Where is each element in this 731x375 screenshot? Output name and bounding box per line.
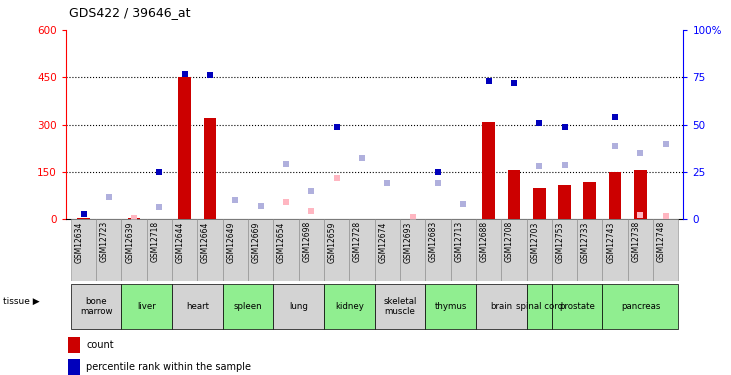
Bar bbox=[375, 284, 425, 329]
Bar bbox=[68, 359, 80, 375]
Text: GSM12654: GSM12654 bbox=[277, 221, 286, 262]
Bar bbox=[526, 219, 552, 281]
Bar bbox=[375, 219, 400, 281]
Bar bbox=[128, 218, 140, 219]
Text: bone
marrow: bone marrow bbox=[80, 297, 113, 316]
Text: GSM12693: GSM12693 bbox=[404, 221, 412, 262]
Text: GSM12688: GSM12688 bbox=[480, 221, 488, 262]
Bar bbox=[400, 219, 425, 281]
Bar bbox=[507, 171, 520, 219]
Bar bbox=[204, 118, 216, 219]
Text: skeletal
muscle: skeletal muscle bbox=[383, 297, 417, 316]
Bar bbox=[121, 284, 172, 329]
Text: GSM12634: GSM12634 bbox=[75, 221, 83, 262]
Bar bbox=[121, 219, 147, 281]
Bar bbox=[223, 219, 248, 281]
Bar bbox=[577, 219, 602, 281]
Text: brain: brain bbox=[491, 302, 512, 311]
Bar bbox=[248, 219, 273, 281]
Text: GSM12718: GSM12718 bbox=[151, 221, 159, 262]
Text: GSM12738: GSM12738 bbox=[632, 221, 640, 262]
Bar bbox=[147, 219, 172, 281]
Bar bbox=[425, 284, 476, 329]
Text: thymus: thymus bbox=[434, 302, 467, 311]
Text: GSM12664: GSM12664 bbox=[201, 221, 210, 262]
Bar bbox=[628, 219, 653, 281]
Bar bbox=[77, 218, 90, 219]
Text: GSM12728: GSM12728 bbox=[353, 221, 362, 262]
Bar bbox=[425, 219, 450, 281]
Text: GSM12708: GSM12708 bbox=[505, 221, 514, 262]
Text: GSM12733: GSM12733 bbox=[581, 221, 590, 262]
Text: GSM12723: GSM12723 bbox=[100, 221, 109, 262]
Text: GSM12703: GSM12703 bbox=[530, 221, 539, 262]
Bar bbox=[552, 219, 577, 281]
Bar bbox=[349, 219, 374, 281]
Bar bbox=[324, 219, 349, 281]
Text: liver: liver bbox=[137, 302, 156, 311]
Text: GDS422 / 39646_at: GDS422 / 39646_at bbox=[69, 6, 191, 19]
Text: pancreas: pancreas bbox=[621, 302, 660, 311]
Bar bbox=[476, 219, 501, 281]
Bar bbox=[299, 219, 324, 281]
Text: GSM12639: GSM12639 bbox=[125, 221, 135, 262]
Text: GSM12748: GSM12748 bbox=[656, 221, 666, 262]
Bar bbox=[533, 188, 545, 219]
Text: GSM12649: GSM12649 bbox=[227, 221, 235, 262]
Bar bbox=[482, 122, 495, 219]
Bar bbox=[178, 77, 191, 219]
Text: GSM12713: GSM12713 bbox=[454, 221, 463, 262]
Text: GSM12698: GSM12698 bbox=[303, 221, 311, 262]
Bar bbox=[602, 219, 628, 281]
Bar bbox=[501, 219, 526, 281]
Text: percentile rank within the sample: percentile rank within the sample bbox=[86, 363, 251, 372]
Bar bbox=[273, 284, 324, 329]
Bar bbox=[552, 284, 602, 329]
Bar bbox=[609, 172, 621, 219]
Bar bbox=[450, 219, 476, 281]
Bar bbox=[71, 284, 121, 329]
Bar bbox=[68, 337, 80, 353]
Text: GSM12644: GSM12644 bbox=[175, 221, 185, 262]
Text: GSM12674: GSM12674 bbox=[379, 221, 387, 262]
Text: heart: heart bbox=[186, 302, 209, 311]
Bar bbox=[558, 184, 571, 219]
Bar bbox=[476, 284, 526, 329]
Text: GSM12743: GSM12743 bbox=[606, 221, 615, 262]
Bar bbox=[602, 284, 678, 329]
Bar bbox=[653, 219, 678, 281]
Text: lung: lung bbox=[289, 302, 308, 311]
Text: prostate: prostate bbox=[559, 302, 595, 311]
Text: spinal cord: spinal cord bbox=[515, 302, 563, 311]
Text: spleen: spleen bbox=[234, 302, 262, 311]
Bar bbox=[197, 219, 223, 281]
Bar bbox=[634, 171, 647, 219]
Text: GSM12753: GSM12753 bbox=[556, 221, 564, 262]
Text: kidney: kidney bbox=[335, 302, 364, 311]
Bar bbox=[71, 219, 96, 281]
Text: tissue ▶: tissue ▶ bbox=[3, 297, 39, 306]
Text: GSM12659: GSM12659 bbox=[327, 221, 337, 262]
Bar bbox=[583, 182, 596, 219]
Bar bbox=[96, 219, 121, 281]
Text: count: count bbox=[86, 340, 114, 350]
Bar bbox=[273, 219, 299, 281]
Bar bbox=[324, 284, 375, 329]
Text: GSM12669: GSM12669 bbox=[251, 221, 261, 262]
Bar bbox=[526, 284, 552, 329]
Text: GSM12683: GSM12683 bbox=[429, 221, 438, 262]
Bar bbox=[172, 284, 223, 329]
Bar bbox=[172, 219, 197, 281]
Bar bbox=[223, 284, 273, 329]
